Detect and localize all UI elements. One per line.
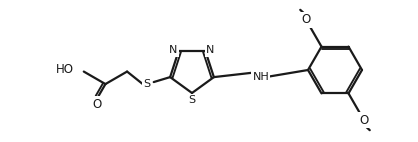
Text: N: N	[206, 45, 215, 55]
Text: O: O	[359, 114, 369, 127]
Text: O: O	[92, 98, 102, 111]
Text: S: S	[189, 95, 196, 105]
Text: NH: NH	[252, 72, 269, 82]
Text: HO: HO	[56, 63, 74, 76]
Text: N: N	[169, 45, 178, 55]
Text: S: S	[143, 79, 150, 89]
Text: O: O	[301, 13, 311, 26]
